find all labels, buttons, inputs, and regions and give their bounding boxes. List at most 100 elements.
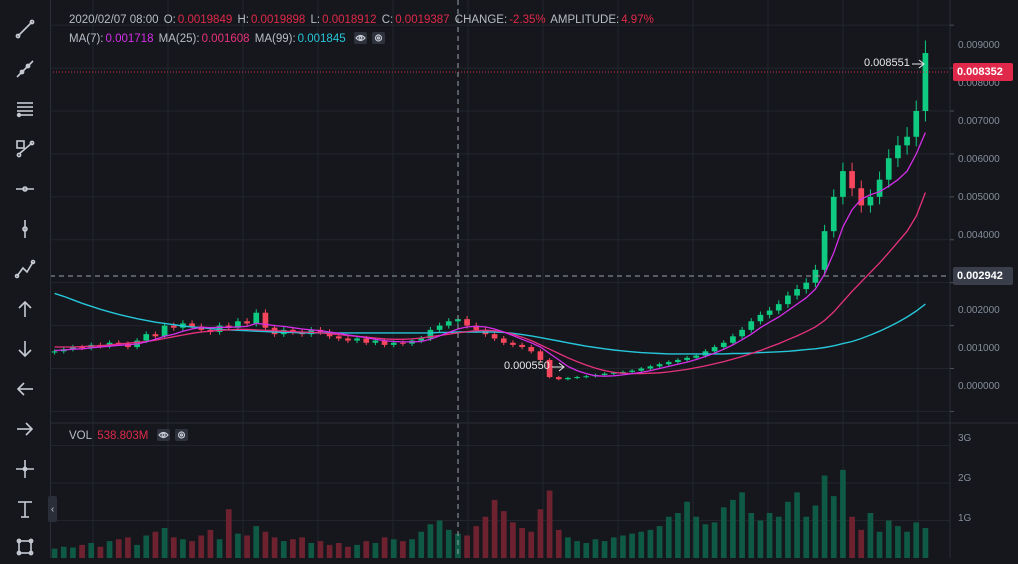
ma-settings-icon[interactable]	[371, 32, 385, 44]
volume-bar	[115, 539, 122, 558]
volume-bar	[473, 526, 480, 558]
volume-bar	[794, 492, 800, 558]
volume-bar	[143, 535, 150, 558]
path-icon[interactable]	[8, 252, 42, 286]
volume-bar	[244, 535, 250, 558]
vol-value: 538.803M	[97, 430, 149, 442]
vol-settings-icon[interactable]	[174, 429, 188, 441]
ma-visibility-eye-icon[interactable]	[353, 32, 367, 44]
volume-bar	[482, 516, 489, 558]
volume-bar	[885, 520, 892, 558]
low-marker-label: 0.000550	[504, 360, 550, 372]
vertical-line-icon[interactable]	[8, 212, 42, 246]
arrow-down-icon[interactable]	[8, 332, 42, 366]
candle-body	[235, 321, 241, 328]
arrow-up-icon[interactable]	[8, 292, 42, 326]
candle-body	[290, 329, 296, 333]
candle-body	[693, 355, 700, 358]
volume-bar	[766, 513, 773, 558]
volume-bar	[638, 531, 645, 558]
candle-body	[647, 366, 654, 369]
candle-body	[583, 376, 590, 378]
volume-bar	[748, 513, 755, 558]
candle-body	[418, 338, 425, 341]
amplitude-value: 4.97%	[621, 14, 654, 26]
volume-bar	[858, 529, 865, 558]
arrow-left-icon[interactable]	[8, 372, 42, 406]
candle-body	[473, 325, 480, 330]
volume-bar	[922, 528, 929, 558]
candle-body	[885, 158, 892, 180]
open-label: O:	[163, 14, 176, 26]
volume-bar	[730, 499, 736, 558]
candle-body	[876, 179, 883, 197]
volume-bar	[895, 526, 901, 558]
volume-tick: 1G	[958, 513, 972, 524]
text-tool-icon[interactable]	[8, 492, 42, 526]
candle-body	[464, 319, 470, 326]
candle-body	[720, 342, 727, 348]
collapse-toolbar-button[interactable]: ‹	[48, 496, 57, 522]
price-tick: 0.008000	[958, 78, 1000, 89]
ray-line-icon[interactable]	[8, 52, 42, 86]
ma25-value: 0.001608	[201, 33, 250, 45]
change-value: -2.35%	[509, 14, 546, 26]
candle-body	[849, 171, 855, 189]
candle-body	[555, 377, 562, 380]
volume-bar	[803, 516, 810, 558]
price-tick: 0.000000	[958, 381, 1000, 392]
change-label: CHANGE:	[454, 14, 508, 26]
volume-bar	[345, 546, 351, 558]
high-marker-label: 0.008551	[864, 57, 910, 69]
volume-legend: VOL 538.803M	[69, 429, 190, 442]
ma-legend: MA(7): 0.001718 MA(25): 0.001608 MA(99): 0.…	[69, 32, 387, 45]
crosshair-icon[interactable]	[8, 452, 42, 486]
low-value: 0.0018912	[322, 14, 377, 26]
volume-tick: 2G	[958, 473, 972, 484]
fib-retracement-icon[interactable]	[8, 92, 42, 126]
pattern-icon[interactable]	[8, 132, 42, 166]
candle-body	[528, 347, 535, 352]
candle-body	[500, 338, 507, 343]
rectangle-icon[interactable]	[8, 530, 42, 564]
arrow-right-icon[interactable]	[8, 412, 42, 446]
volume-bar	[161, 528, 168, 558]
candle-body	[345, 338, 351, 341]
price-tick: 0.001000	[958, 343, 1000, 354]
volume-bar	[913, 522, 920, 558]
candle-body	[70, 347, 76, 350]
candle-body	[436, 325, 443, 330]
candle-body	[537, 351, 544, 360]
volume-bar	[198, 535, 205, 558]
ma7-value: 0.001718	[105, 33, 154, 45]
volume-bar	[592, 539, 599, 558]
candle-body	[400, 342, 406, 344]
volume-bar	[849, 516, 855, 558]
candle-body	[601, 373, 608, 375]
close-value: 0.0019387	[395, 14, 450, 26]
high-label: H:	[237, 14, 249, 26]
close-label: C:	[381, 14, 394, 26]
volume-bar	[207, 529, 214, 558]
candle-body	[620, 371, 626, 373]
axis-tick-marks	[950, 24, 954, 412]
horizontal-line-icon[interactable]	[8, 172, 42, 206]
candle-body	[152, 334, 159, 337]
trend-line-icon[interactable]	[8, 12, 42, 46]
volume-bar	[79, 544, 85, 558]
candle-body	[189, 323, 195, 327]
candle-body	[785, 295, 791, 305]
candle-body	[610, 372, 617, 374]
volume-bar	[134, 544, 140, 558]
vol-visibility-eye-icon[interactable]	[156, 429, 170, 441]
volume-bar	[216, 539, 223, 558]
candle-body	[775, 304, 782, 311]
volume-bar	[70, 547, 76, 558]
volume-bar	[812, 505, 819, 558]
candle-body	[684, 357, 690, 360]
price-tick: 0.004000	[958, 230, 1000, 241]
ma25-label: MA(25):	[158, 33, 200, 45]
candle-body	[363, 338, 370, 343]
volume-bar	[354, 544, 360, 558]
